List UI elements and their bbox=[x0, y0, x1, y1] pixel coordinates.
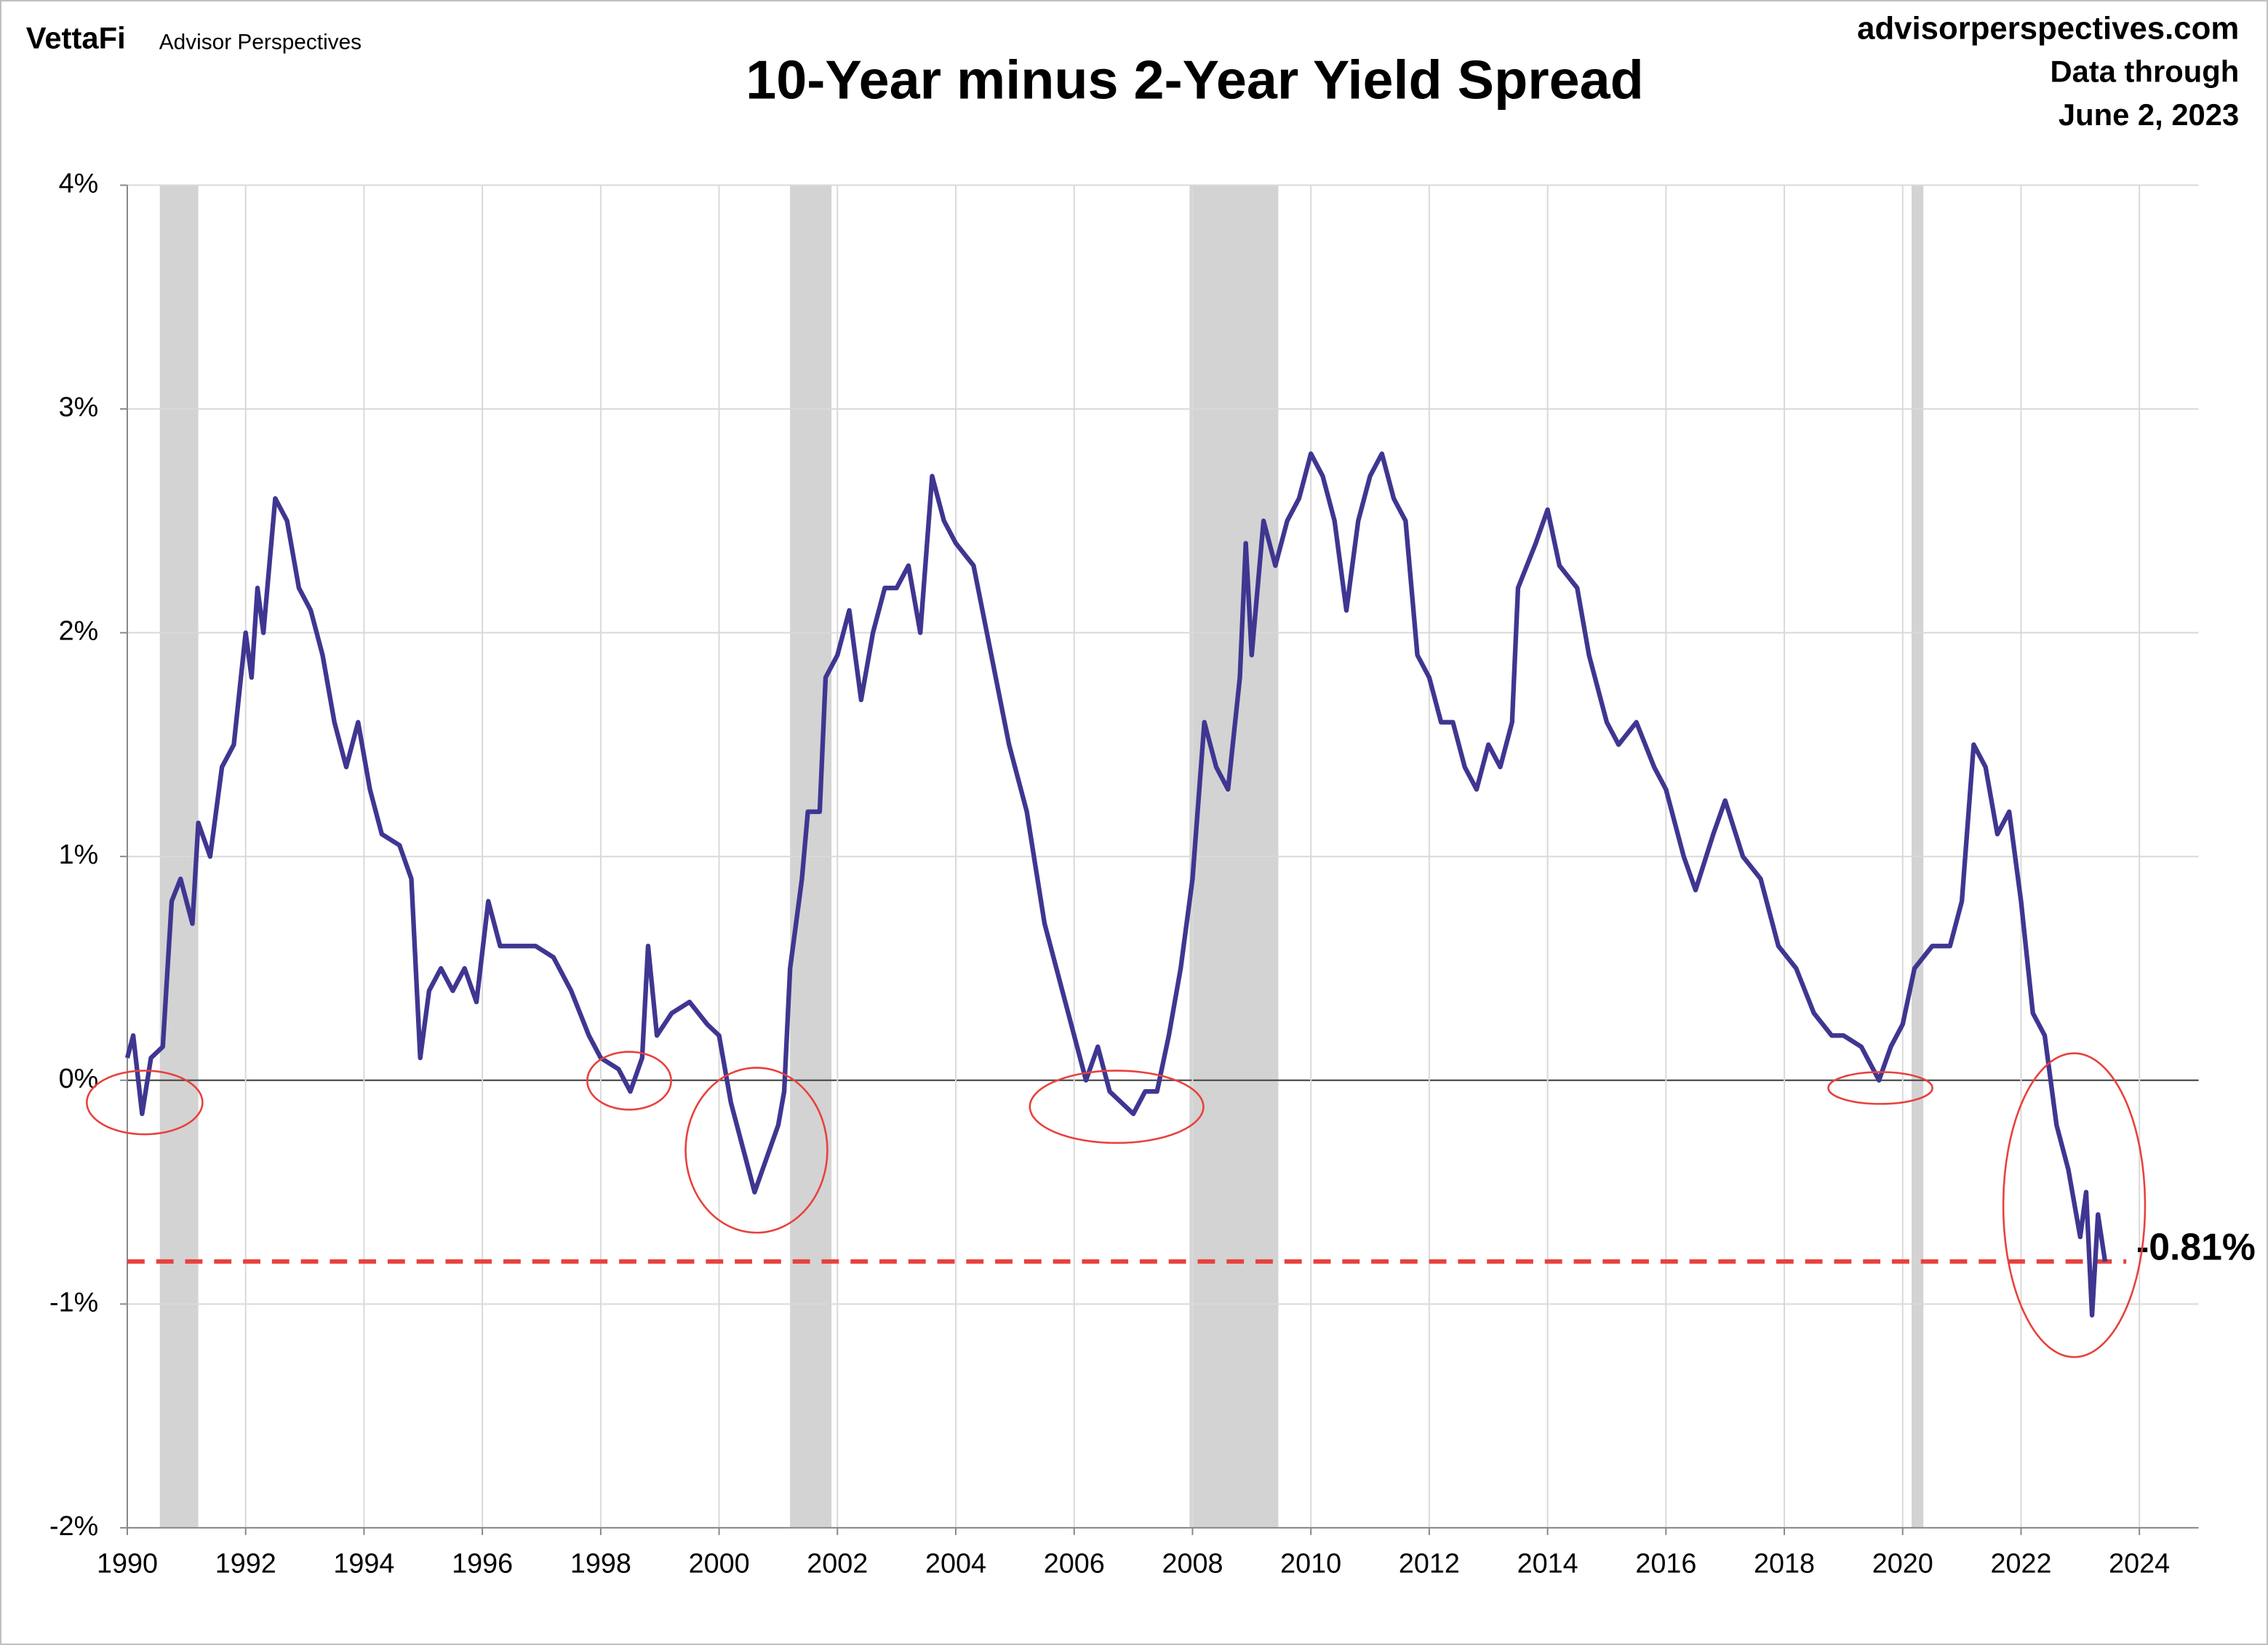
ellipse bbox=[2002, 1052, 2147, 1358]
brand-sub: Advisor Perspectives bbox=[159, 31, 362, 55]
y-tick-label: 3% bbox=[59, 392, 99, 423]
x-tick-label: 1994 bbox=[333, 1549, 394, 1580]
x-tick-label: 2020 bbox=[1872, 1549, 1933, 1580]
x-tick-label: 2002 bbox=[807, 1549, 868, 1580]
x-tick-label: 2016 bbox=[1635, 1549, 1696, 1580]
x-tick-label: 2012 bbox=[1399, 1549, 1460, 1580]
ticks: -2%-1%0%1%2%3%4%1990 1992 1994 1996 1998 2000… bbox=[49, 169, 2199, 1580]
x-tick-label: 2010 bbox=[1280, 1549, 1341, 1580]
y-tick-label: -2% bbox=[49, 1511, 98, 1542]
x-tick-label: 2008 bbox=[1162, 1549, 1223, 1580]
ellipse bbox=[684, 1067, 828, 1234]
date: June 2, 2023 bbox=[2059, 97, 2239, 132]
ellipse bbox=[586, 1051, 672, 1111]
x-tick-label: 2024 bbox=[2109, 1549, 2170, 1580]
x-tick-label: 1992 bbox=[215, 1549, 276, 1580]
spread-line bbox=[124, 451, 2108, 1318]
series bbox=[124, 451, 2108, 1318]
y-tick-label: 1% bbox=[59, 840, 99, 870]
x-tick-label: 2004 bbox=[925, 1549, 986, 1580]
x-tick-label: 2014 bbox=[1517, 1549, 1578, 1580]
ellipse bbox=[1029, 1070, 1205, 1144]
x-tick-label: 2006 bbox=[1044, 1549, 1105, 1580]
x-tick-label: 1996 bbox=[452, 1549, 513, 1580]
x-tick-label: 1990 bbox=[97, 1549, 158, 1580]
x-tick-label: 2018 bbox=[1754, 1549, 1815, 1580]
annotations bbox=[86, 1051, 2147, 1358]
brand: VettaFi bbox=[26, 21, 126, 55]
source: advisorperspectives.com bbox=[1857, 10, 2239, 46]
y-tick-label: -1% bbox=[49, 1287, 98, 1318]
data-through: Data through bbox=[2050, 54, 2239, 88]
x-tick-label: 2022 bbox=[1990, 1549, 2051, 1580]
ellipse bbox=[1827, 1071, 1933, 1105]
y-tick-label: 4% bbox=[59, 169, 99, 199]
reference: -0.81% bbox=[127, 1226, 2256, 1268]
ellipse bbox=[86, 1070, 204, 1136]
reference-label: -0.81% bbox=[2136, 1226, 2256, 1268]
chart-title: 10-Year minus 2-Year Yield Spread bbox=[746, 49, 1644, 111]
x-tick-label: 2000 bbox=[689, 1549, 750, 1580]
x-tick-label: 1998 bbox=[570, 1549, 631, 1580]
y-tick-label: 2% bbox=[59, 616, 99, 647]
